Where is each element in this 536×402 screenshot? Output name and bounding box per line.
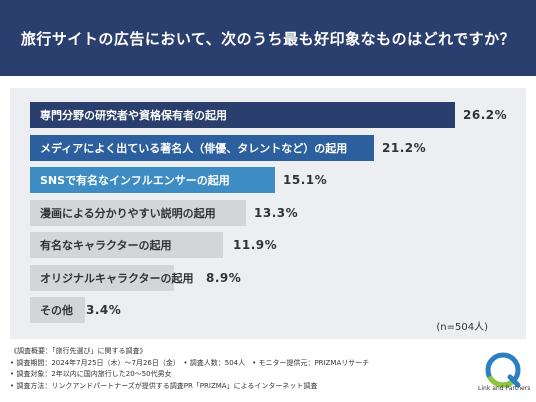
bar: 有名なキャラクターの起用	[30, 232, 223, 258]
footer-line: • 調査方法：リンクアンドパートナーズが提供する調査PR「PRIZMA」によるイ…	[10, 381, 318, 390]
bar-value-label: 21.2%	[382, 141, 427, 155]
bar: 専門分野の研究者や資格保有者の起用	[30, 102, 455, 128]
bar-label: 有名なキャラクターの起用	[40, 239, 172, 252]
bar-label: 漫画による分かりやすい説明の起用	[40, 207, 216, 220]
bar-value-label: 13.3%	[254, 206, 299, 220]
survey-footer: 《調査概要：「旅行先選び」に関する調査》 • 調査期間：2024年7月25日（木…	[10, 346, 450, 392]
chart-title: 旅行サイトの広告において、次のうち最も好印象なものはどれですか？	[0, 0, 536, 76]
bar-label: オリジナルキャラクターの起用	[40, 272, 194, 285]
bar-label: その他	[40, 304, 73, 317]
bar-label: SNSで有名なインフルエンサーの起用	[40, 174, 230, 187]
footer-line: • 調査対象：2年以内に国内旅行した20〜50代男女	[10, 370, 172, 378]
bar-value-label: 3.4%	[86, 303, 122, 317]
bar-chart: 専門分野の研究者や資格保有者の起用 26.2% メディアによく出ている著名人（俳優、…	[30, 102, 520, 323]
bar: メディアによく出ている著名人（俳優、タレントなど）の起用	[30, 135, 374, 161]
sample-size-note: (n=504人)	[436, 322, 488, 333]
bar: 漫画による分かりやすい説明の起用	[30, 200, 246, 226]
bar-label: メディアによく出ている著名人（俳優、タレントなど）の起用	[40, 142, 348, 155]
footer-line: • 調査期間：2024年7月25日（木）〜7月26日（金） • 調査人数：504…	[10, 358, 370, 367]
bar: その他	[30, 297, 85, 323]
footer-line: 《調査概要：「旅行先選び」に関する調査》	[10, 347, 147, 355]
company-logo-text: Link and Partners	[478, 385, 531, 392]
bar: オリジナルキャラクターの起用	[30, 265, 194, 291]
bar: SNSで有名なインフルエンサーの起用	[30, 167, 275, 193]
bar-label: 専門分野の研究者や資格保有者の起用	[40, 109, 227, 122]
company-logo-icon	[485, 352, 521, 388]
bar-value-label: 15.1%	[283, 173, 328, 187]
bar-value-label: 8.9%	[206, 271, 242, 285]
bar-value-label: 26.2%	[463, 108, 508, 122]
chart-title-text: 旅行サイトの広告において、次のうち最も好印象なものはどれですか？	[20, 29, 516, 48]
bar-value-label: 11.9%	[233, 238, 278, 252]
